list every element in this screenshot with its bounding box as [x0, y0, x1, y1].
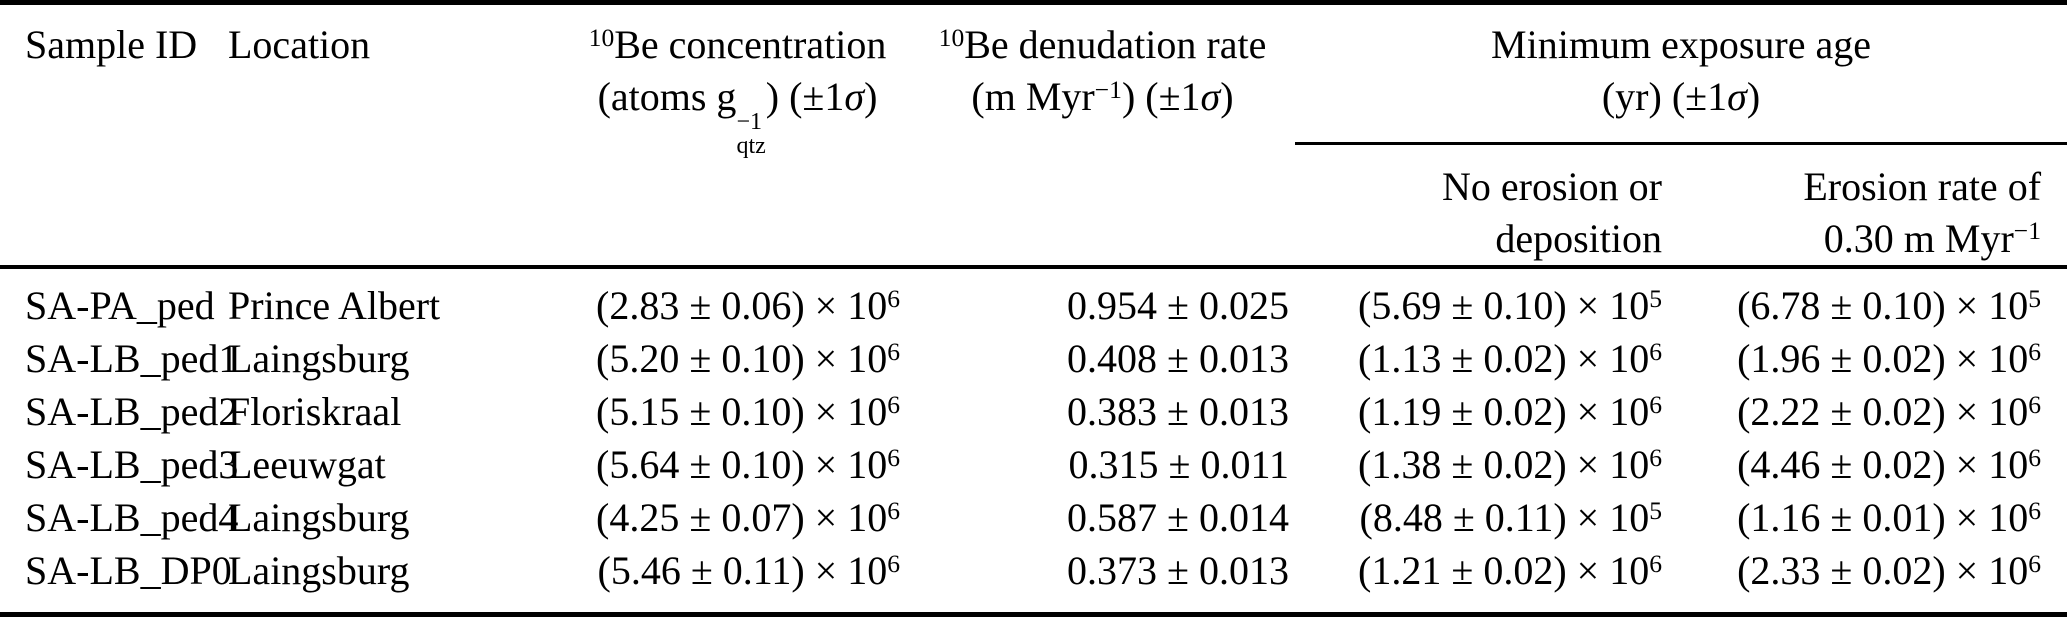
- be-concentration-cell: (4.25 ± 0.07) × 106: [596, 495, 900, 540]
- location-cell: Prince Albert: [228, 283, 441, 328]
- table-row: SA-LB_ped4 Laingsburg (4.25 ± 0.07) × 10…: [0, 491, 2067, 544]
- location-cell: Leeuwgat: [228, 442, 386, 487]
- age-erosion-rate-cell: (2.22 ± 0.02) × 106: [1737, 389, 2042, 434]
- erosion-rate-subheader: Erosion rate of 0.30 m Myr−1: [1670, 143, 2067, 269]
- age-no-erosion-cell: (1.21 ± 0.02) × 106: [1358, 548, 1662, 593]
- table-row: SA-LB_ped1 Laingsburg (5.20 ± 0.10) × 10…: [0, 332, 2067, 385]
- denudation-rate-cell: 0.954 ± 0.025: [1067, 283, 1289, 328]
- location-header: Location: [228, 5, 565, 269]
- age-no-erosion-cell: (1.38 ± 0.02) × 106: [1358, 442, 1662, 487]
- sample-id-cell: SA-LB_ped4: [25, 495, 239, 540]
- sample-id-cell: SA-PA_ped: [25, 283, 215, 328]
- table-header: Sample ID Location 10Be concentration (a…: [0, 5, 2067, 269]
- minimum-exposure-age-group-header: Minimum exposure age (yr) (±1σ): [1295, 5, 2067, 145]
- age-no-erosion-cell: (5.69 ± 0.10) × 105: [1358, 283, 1662, 328]
- be-concentration-cell: (5.20 ± 0.10) × 106: [596, 336, 900, 381]
- table-row: SA-LB_ped3 Leeuwgat (5.64 ± 0.10) × 106 …: [0, 438, 2067, 491]
- sample-id-cell: SA-LB_DP0: [25, 548, 232, 593]
- denudation-rate-header-line2: (m Myr−1) (±1σ): [971, 74, 1234, 119]
- age-no-erosion-cell: (1.13 ± 0.02) × 106: [1358, 336, 1662, 381]
- sample-id-cell: SA-LB_ped2: [25, 389, 239, 434]
- age-no-erosion-cell: (1.19 ± 0.02) × 106: [1358, 389, 1662, 434]
- denudation-rate-header-line1: 10Be denudation rate: [938, 22, 1267, 67]
- minimum-exposure-age-line2: (yr) (±1σ): [1601, 74, 1761, 119]
- no-erosion-subheader-line1: No erosion or: [1442, 163, 1662, 209]
- age-erosion-rate-cell: (1.16 ± 0.01) × 106: [1737, 495, 2042, 540]
- denudation-rate-cell: 0.315 ± 0.011: [1068, 442, 1289, 487]
- be-concentration-cell: (5.64 ± 0.10) × 106: [596, 442, 900, 487]
- be-concentration-cell: (2.83 ± 0.06) × 106: [596, 283, 900, 328]
- age-erosion-rate-cell: (6.78 ± 0.10) × 105: [1737, 283, 2042, 328]
- be-concentration-header: 10Be concentration (atoms g −1 qtz) (±1σ): [565, 5, 910, 269]
- sample-id-cell: SA-LB_ped1: [25, 336, 239, 381]
- be-concentration-cell: (5.15 ± 0.10) × 106: [596, 389, 900, 434]
- exposure-age-table: Sample ID Location 10Be concentration (a…: [0, 5, 2067, 597]
- be-concentration-header-line2: (atoms g −1 qtz) (±1σ): [597, 74, 878, 160]
- denudation-rate-cell: 0.373 ± 0.013: [1067, 548, 1289, 593]
- table-row: SA-PA_ped Prince Albert (2.83 ± 0.06) × …: [0, 267, 2067, 332]
- location-cell: Laingsburg: [228, 548, 410, 593]
- sample-id-header: Sample ID: [0, 5, 228, 269]
- erosion-rate-subheader-line1: Erosion rate of: [1803, 163, 2042, 209]
- table-body: SA-PA_ped Prince Albert (2.83 ± 0.06) × …: [0, 267, 2067, 597]
- be-concentration-cell: (5.46 ± 0.11) × 106: [597, 548, 900, 593]
- age-erosion-rate-cell: (1.96 ± 0.02) × 106: [1737, 336, 2042, 381]
- age-no-erosion-cell: (8.48 ± 0.11) × 105: [1359, 495, 1662, 540]
- age-erosion-rate-cell: (2.33 ± 0.02) × 106: [1737, 548, 2042, 593]
- denudation-rate-cell: 0.587 ± 0.014: [1067, 495, 1289, 540]
- no-erosion-subheader-line2: deposition: [1495, 215, 1662, 261]
- denudation-rate-cell: 0.383 ± 0.013: [1067, 389, 1289, 434]
- table-row: SA-LB_ped2 Floriskraal (5.15 ± 0.10) × 1…: [0, 385, 2067, 438]
- sample-id-cell: SA-LB_ped3: [25, 442, 239, 487]
- no-erosion-subheader: No erosion or deposition: [1295, 143, 1670, 269]
- table-row: SA-LB_DP0 Laingsburg (5.46 ± 0.11) × 106…: [0, 544, 2067, 597]
- denudation-rate-cell: 0.408 ± 0.013: [1067, 336, 1289, 381]
- be-concentration-header-line1: 10Be concentration: [588, 22, 887, 67]
- minimum-exposure-age-line1: Minimum exposure age: [1491, 22, 1871, 67]
- erosion-rate-subheader-line2: 0.30 m Myr−1: [1823, 215, 2042, 261]
- denudation-rate-header: 10Be denudation rate (m Myr−1) (±1σ): [910, 5, 1295, 269]
- location-cell: Laingsburg: [228, 495, 410, 540]
- location-cell: Laingsburg: [228, 336, 410, 381]
- location-cell: Floriskraal: [228, 389, 402, 434]
- age-erosion-rate-cell: (4.46 ± 0.02) × 106: [1737, 442, 2042, 487]
